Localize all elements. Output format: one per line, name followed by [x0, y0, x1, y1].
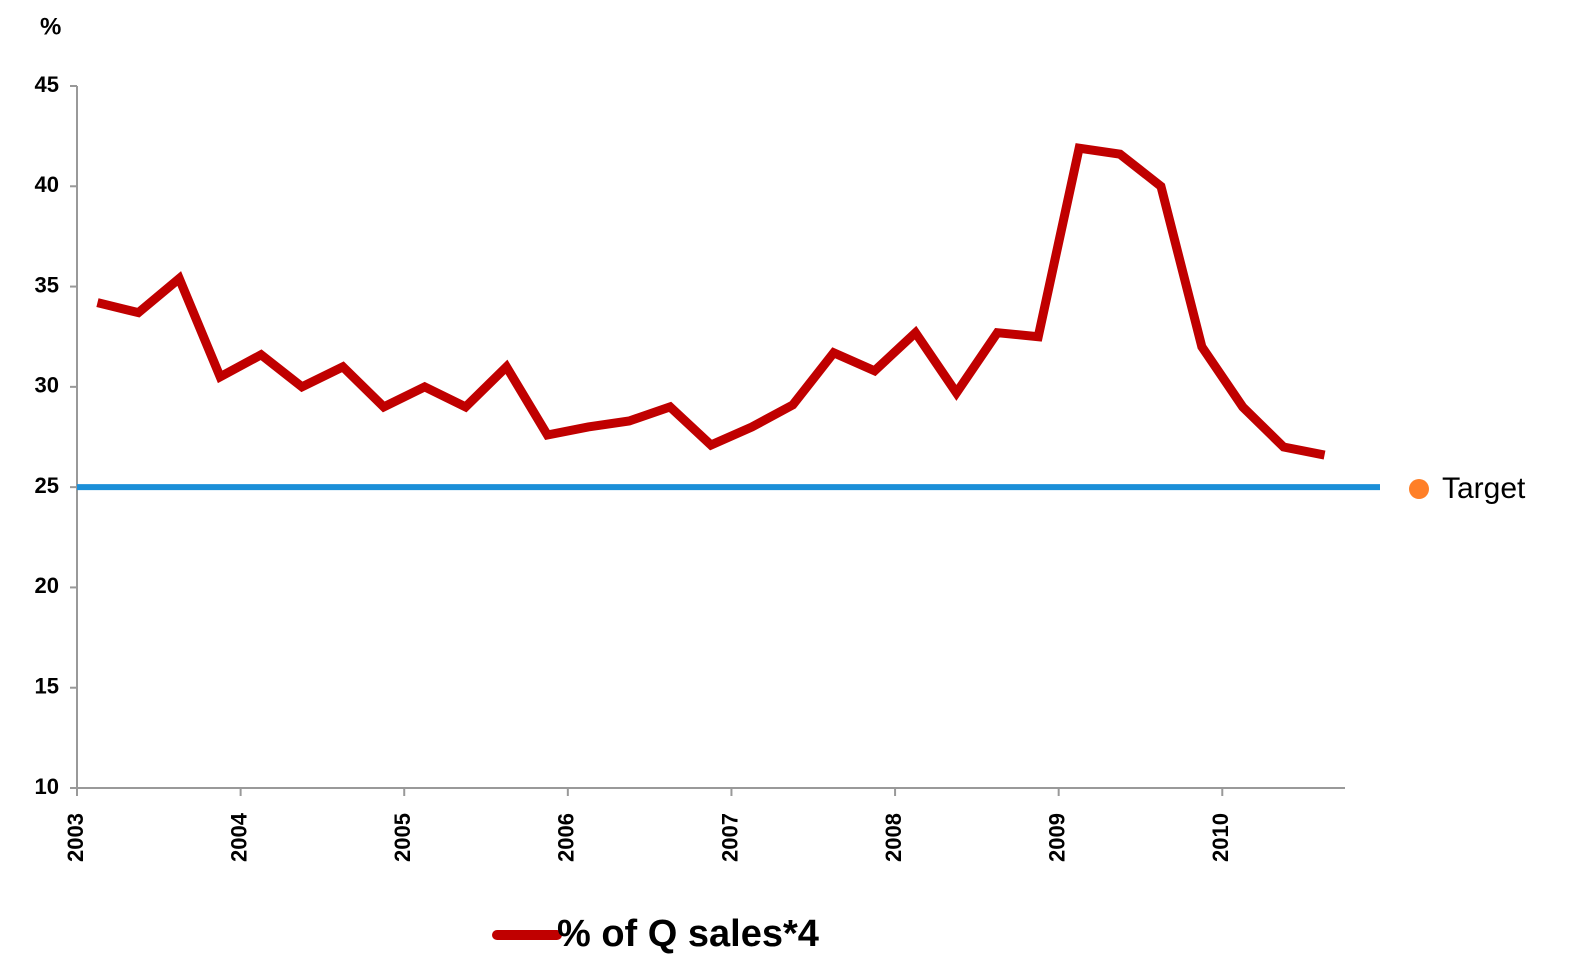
legend-label: % of Q sales*4 — [557, 913, 819, 955]
y-axis-label: % — [40, 13, 61, 40]
x-tick-label: 2003 — [63, 813, 88, 862]
y-tick-label: 30 — [35, 373, 59, 398]
x-tick-label: 2008 — [881, 813, 906, 862]
x-tick-label: 2009 — [1044, 813, 1069, 862]
y-tick-label: 35 — [35, 272, 59, 297]
x-tick-label: 2006 — [554, 813, 579, 862]
y-tick-label: 45 — [35, 72, 59, 97]
y-tick-label: 25 — [35, 473, 59, 498]
y-tick-label: 10 — [35, 774, 59, 799]
x-tick-label: 2010 — [1208, 813, 1233, 862]
legend-label: Target — [1442, 472, 1526, 505]
y-tick-label: 40 — [35, 172, 59, 197]
x-tick-label: 2005 — [390, 813, 415, 862]
y-tick-label: 15 — [35, 674, 59, 699]
x-tick-label: 2007 — [717, 813, 742, 862]
data-line — [96, 143, 1326, 460]
x-tick-label: 2004 — [226, 812, 251, 862]
legend-marker — [1409, 479, 1429, 499]
y-tick-label: 20 — [35, 573, 59, 598]
